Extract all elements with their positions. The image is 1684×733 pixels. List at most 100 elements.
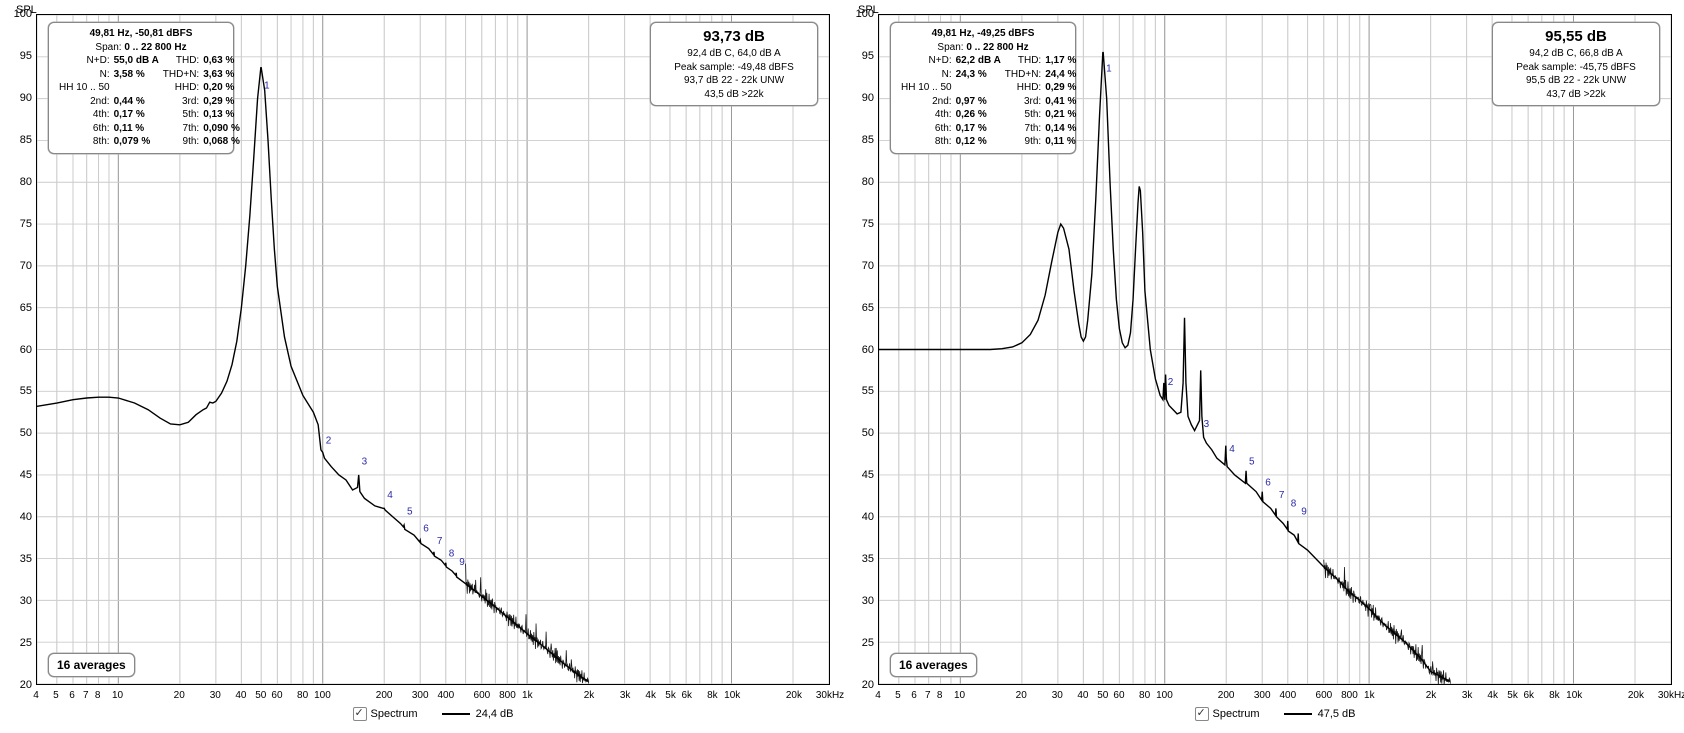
y-tick-label: 65 — [4, 302, 32, 314]
y-tick-label: 35 — [846, 553, 874, 565]
legend-value: 47,5 dB — [1318, 708, 1356, 720]
y-tick-label: 75 — [4, 218, 32, 230]
x-tick-label: 20 — [1016, 690, 1027, 701]
chart-legend: Spectrum47,5 dB — [878, 707, 1672, 721]
x-tick-label: 10 — [112, 690, 123, 701]
x-tick-label: 80 — [1139, 690, 1150, 701]
x-tick-label: 50 — [1097, 690, 1108, 701]
x-tick-label: 20k — [1628, 690, 1644, 701]
x-tick-label: 50 — [255, 690, 266, 701]
y-tick-label: 100 — [4, 8, 32, 20]
x-tick-label: 30kHz — [816, 690, 844, 701]
harmonic-label: 1 — [1106, 64, 1112, 75]
legend-line-swatch — [442, 713, 470, 715]
x-tick-label: 2k — [1426, 690, 1437, 701]
harmonic-label: 2 — [326, 436, 332, 447]
y-tick-label: 45 — [4, 469, 32, 481]
x-tick-label: 8k — [707, 690, 718, 701]
x-tick-label: 800 — [1341, 690, 1358, 701]
harmonic-label: 8 — [1291, 498, 1297, 509]
x-tick-label: 6 — [69, 690, 75, 701]
x-tick-label: 20 — [174, 690, 185, 701]
x-tick-label: 6k — [681, 690, 692, 701]
y-tick-label: 55 — [846, 385, 874, 397]
y-tick-label: 60 — [4, 344, 32, 356]
y-tick-label: 75 — [846, 218, 874, 230]
y-tick-label: 25 — [4, 637, 32, 649]
y-tick-label: 90 — [4, 92, 32, 104]
x-tick-label: 600 — [474, 690, 491, 701]
y-tick-label: 80 — [846, 176, 874, 188]
y-tick-label: 100 — [846, 8, 874, 20]
x-tick-label: 1k — [522, 690, 533, 701]
y-tick-label: 70 — [846, 260, 874, 272]
x-tick-label: 8k — [1549, 690, 1560, 701]
x-tick-label: 40 — [1077, 690, 1088, 701]
x-tick-label: 7 — [925, 690, 931, 701]
x-tick-label: 2k — [584, 690, 595, 701]
x-tick-label: 10 — [954, 690, 965, 701]
x-tick-label: 3k — [620, 690, 631, 701]
x-tick-label: 5k — [1507, 690, 1518, 701]
harmonic-label: 8 — [449, 549, 455, 560]
y-tick-label: 40 — [4, 511, 32, 523]
x-tick-label: 300 — [1254, 690, 1271, 701]
y-tick-label: 30 — [4, 595, 32, 607]
x-tick-label: 80 — [297, 690, 308, 701]
x-tick-label: 5 — [895, 690, 901, 701]
harmonic-label: 6 — [423, 523, 429, 534]
peak-level-box: 93,73 dB92,4 dB C, 64,0 dB APeak sample:… — [650, 22, 818, 106]
y-tick-label: 40 — [846, 511, 874, 523]
y-tick-label: 70 — [4, 260, 32, 272]
x-tick-label: 8 — [95, 690, 101, 701]
x-tick-label: 200 — [376, 690, 393, 701]
y-tick-label: 65 — [846, 302, 874, 314]
x-tick-label: 5 — [53, 690, 59, 701]
harmonic-label: 6 — [1265, 477, 1271, 488]
harmonic-label: 1 — [264, 80, 270, 91]
x-tick-label: 60 — [271, 690, 282, 701]
measurement-databox: 49,81 Hz, -49,25 dBFSSpan: 0 .. 22 800 H… — [890, 22, 1076, 154]
chart-panel: SPLWXC-50 BT 50Hz12345678920253035404550… — [842, 0, 1684, 733]
x-tick-label: 600 — [1316, 690, 1333, 701]
harmonic-label: 5 — [407, 507, 413, 518]
y-tick-label: 20 — [4, 679, 32, 691]
x-tick-label: 7 — [83, 690, 89, 701]
harmonic-label: 4 — [387, 490, 393, 501]
y-tick-label: 80 — [4, 176, 32, 188]
peak-level-box: 95,55 dB94,2 dB C, 66,8 dB APeak sample:… — [1492, 22, 1660, 106]
measurement-databox: 49,81 Hz, -50,81 dBFSSpan: 0 .. 22 800 H… — [48, 22, 234, 154]
y-tick-label: 50 — [846, 427, 874, 439]
y-tick-label: 55 — [4, 385, 32, 397]
x-tick-label: 6k — [1523, 690, 1534, 701]
y-tick-label: 60 — [846, 344, 874, 356]
chart-legend: Spectrum24,4 dB — [36, 707, 830, 721]
x-tick-label: 8 — [937, 690, 943, 701]
x-tick-label: 200 — [1218, 690, 1235, 701]
x-tick-label: 10k — [1566, 690, 1582, 701]
harmonic-label: 3 — [362, 457, 368, 468]
spectrum-visibility-checkbox[interactable] — [353, 707, 367, 721]
x-tick-label: 5k — [665, 690, 676, 701]
harmonic-label: 2 — [1168, 377, 1174, 388]
x-tick-label: 400 — [1279, 690, 1296, 701]
x-tick-label: 100 — [1156, 690, 1173, 701]
x-tick-label: 30 — [210, 690, 221, 701]
x-tick-label: 4k — [1487, 690, 1498, 701]
x-tick-label: 4k — [645, 690, 656, 701]
x-tick-label: 10k — [724, 690, 740, 701]
spectrum-visibility-checkbox[interactable] — [1195, 707, 1209, 721]
harmonic-label: 9 — [459, 557, 465, 568]
y-tick-label: 30 — [846, 595, 874, 607]
y-tick-label: 25 — [846, 637, 874, 649]
y-tick-label: 85 — [846, 134, 874, 146]
y-tick-label: 85 — [4, 134, 32, 146]
y-tick-label: 20 — [846, 679, 874, 691]
x-tick-label: 4 — [875, 690, 881, 701]
y-tick-label: 35 — [4, 553, 32, 565]
spectrum-curve — [37, 68, 589, 682]
x-tick-label: 400 — [437, 690, 454, 701]
x-tick-label: 60 — [1113, 690, 1124, 701]
x-tick-label: 100 — [314, 690, 331, 701]
harmonic-label: 7 — [437, 536, 443, 547]
